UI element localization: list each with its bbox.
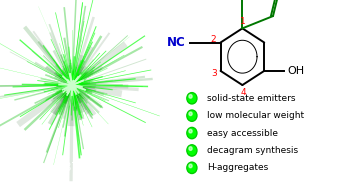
Circle shape [188,129,196,137]
Text: 2: 2 [210,35,216,44]
Text: NC: NC [167,36,186,49]
Text: OH: OH [287,66,304,76]
Circle shape [188,146,196,155]
Text: decagram synthesis: decagram synthesis [207,146,298,155]
Text: 1: 1 [240,17,246,26]
Circle shape [187,145,197,156]
Circle shape [187,127,197,139]
Circle shape [189,112,192,116]
Text: H-aggregates: H-aggregates [207,163,268,172]
Circle shape [187,162,197,174]
Text: solid-state emitters: solid-state emitters [207,94,295,103]
Circle shape [188,164,196,172]
Circle shape [189,129,192,133]
Circle shape [189,147,192,150]
Circle shape [188,94,196,102]
Circle shape [189,94,192,98]
Text: 3: 3 [211,69,217,78]
Text: 4: 4 [240,88,246,97]
Text: easy accessible: easy accessible [207,129,278,138]
Text: low molecular weight: low molecular weight [207,111,304,120]
Text: $\mathit{\Phi}_{\!\mathsf{F}}$ up to 87.3%: $\mathit{\Phi}_{\!\mathsf{F}}$ up to 87.… [12,160,102,176]
Circle shape [188,111,196,120]
Circle shape [187,93,197,104]
Circle shape [189,164,192,168]
Circle shape [187,110,197,121]
